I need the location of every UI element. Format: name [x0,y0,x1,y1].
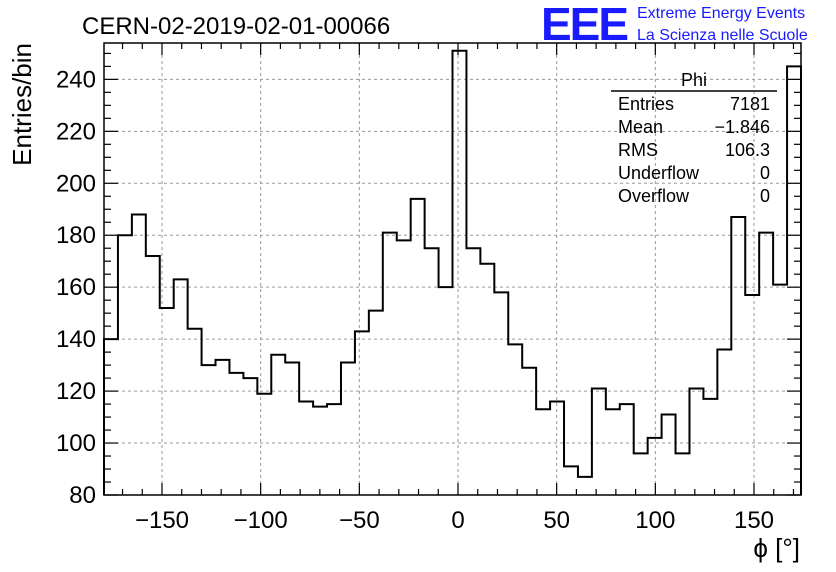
histogram-bin [592,388,606,495]
y-tick-label: 140 [56,326,96,353]
histogram-bin [327,404,341,495]
y-tick-label: 180 [56,222,96,249]
histogram-bin [689,388,703,495]
histogram-bin [662,414,676,495]
stats-value: 0 [760,163,770,183]
stats-box-title: Phi [681,70,707,90]
histogram-bin [132,214,146,495]
stats-label: Mean [618,117,663,137]
stats-box: Phi Entries 7181 Mean −1.846 RMS 106.3 Underfl… [611,70,777,206]
stats-label: Entries [618,94,674,114]
brand-line-1: Extreme Energy Events [637,5,805,22]
stats-value: 106.3 [725,140,770,160]
stats-value: 7181 [730,94,770,114]
histogram-bin [578,477,592,495]
histogram-bin [397,240,411,495]
chart-title: CERN-02-2019-02-01-00066 [82,13,390,40]
x-tick-label: −50 [339,507,380,534]
histogram-bin [620,404,634,495]
histogram-bin [703,399,717,495]
y-axis-label: Entries/bin [7,43,37,166]
histogram-bin [522,368,536,495]
histogram-bin [453,51,467,495]
histogram-bin [773,285,787,495]
histogram-bin [271,355,285,495]
histogram-bin [188,329,202,495]
histogram-bin [202,365,216,495]
histogram-bin [160,308,174,495]
y-tick-label: 100 [56,430,96,457]
histogram-bin [216,360,230,495]
x-axis-label: ϕ [°] [753,533,800,563]
stats-value: 0 [760,186,770,206]
stats-rows: Entries 7181 Mean −1.846 RMS 106.3 Underflow 0 O… [618,94,770,206]
histogram-bin [717,350,731,495]
x-axis: −150 −100 −50 0 50 100 150 [121,43,795,534]
histogram-bin [425,248,439,495]
histogram-bin [759,233,773,495]
histogram-bin [174,279,188,495]
histogram-bin [411,199,425,495]
y-tick-label: 160 [56,274,96,301]
histogram-bin [313,407,327,495]
histogram-bin [494,292,508,495]
histogram-bin [118,235,132,495]
histogram-bin [257,394,271,495]
histogram-bin [550,401,564,495]
histogram-bin [648,438,662,495]
histogram-bin [606,409,620,495]
y-tick-label: 120 [56,378,96,405]
histogram-bin [383,233,397,495]
stats-label: Underflow [618,163,700,183]
histogram-bin [285,363,299,495]
histogram-bin [341,363,355,495]
stats-label: Overflow [618,186,690,206]
histogram-bin [146,256,160,495]
x-tick-label: −100 [234,507,288,534]
plot-frame [103,42,802,496]
histogram-bin [439,287,453,495]
histogram-bin [480,264,494,495]
y-axis: 80 100 120 140 160 180 200 220 240 [56,52,801,509]
histogram-bin [299,401,313,495]
y-tick-label: 200 [56,170,96,197]
stats-label: RMS [618,140,658,160]
histogram-bin [355,331,369,495]
histogram-bin [731,217,745,495]
y-tick-label: 80 [69,482,96,509]
stats-value: −1.846 [714,117,770,137]
x-tick-label: 100 [635,507,675,534]
histogram-bin [243,378,257,495]
eee-logo: EEE [541,0,627,50]
histogram-outline [103,49,802,495]
histogram-bin [676,453,690,495]
histogram-bin [508,344,522,495]
histogram-bin [745,295,759,495]
histogram-bin [466,248,480,495]
x-tick-label: 0 [451,507,464,534]
histogram-bin [536,409,550,495]
y-tick-label: 220 [56,118,96,145]
histogram-bin [634,453,648,495]
brand-line-2: La Scienza nelle Scuole [637,27,808,44]
x-tick-label: −150 [135,507,189,534]
histogram-bin [369,311,383,495]
x-tick-label: 50 [543,507,570,534]
histogram-bin [229,373,243,495]
histogram-bin [787,66,801,495]
y-tick-label: 240 [56,66,96,93]
x-tick-label: 150 [734,507,774,534]
